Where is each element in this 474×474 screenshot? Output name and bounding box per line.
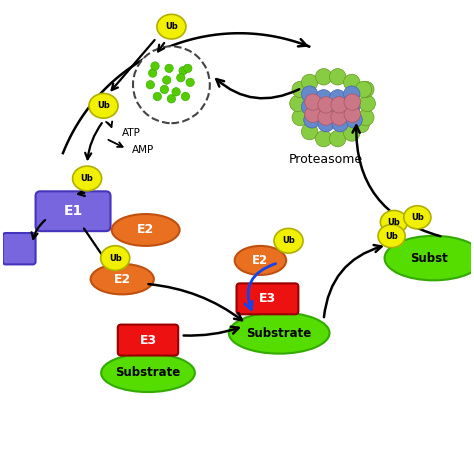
Text: Substrate: Substrate: [115, 366, 181, 379]
Circle shape: [301, 123, 318, 140]
Text: Ub: Ub: [385, 232, 398, 241]
Text: E3: E3: [139, 334, 156, 346]
Circle shape: [359, 95, 375, 112]
Circle shape: [133, 46, 210, 123]
Circle shape: [329, 90, 346, 106]
Circle shape: [160, 85, 169, 94]
Text: Ub: Ub: [411, 213, 424, 222]
Circle shape: [357, 81, 374, 98]
Circle shape: [305, 106, 321, 122]
Text: E2: E2: [114, 273, 131, 286]
Ellipse shape: [100, 246, 130, 271]
Circle shape: [292, 81, 309, 98]
Ellipse shape: [229, 312, 329, 354]
FancyBboxPatch shape: [237, 283, 298, 314]
Circle shape: [344, 125, 360, 141]
Circle shape: [344, 99, 360, 115]
Circle shape: [346, 112, 362, 128]
Ellipse shape: [274, 228, 303, 253]
FancyBboxPatch shape: [118, 325, 178, 356]
Circle shape: [344, 86, 360, 102]
Ellipse shape: [73, 166, 101, 191]
Text: AMP: AMP: [132, 146, 154, 155]
Text: E2: E2: [137, 223, 154, 237]
Circle shape: [153, 92, 162, 100]
Text: E2: E2: [252, 254, 268, 267]
Circle shape: [146, 81, 155, 89]
Ellipse shape: [380, 210, 408, 234]
Ellipse shape: [101, 354, 195, 392]
Text: Ub: Ub: [388, 218, 401, 227]
Circle shape: [179, 66, 187, 75]
Ellipse shape: [384, 236, 474, 280]
Text: Ub: Ub: [81, 174, 93, 183]
FancyBboxPatch shape: [36, 191, 110, 231]
Circle shape: [172, 88, 180, 96]
Circle shape: [167, 95, 176, 103]
Circle shape: [301, 99, 318, 115]
Ellipse shape: [404, 206, 431, 229]
Circle shape: [331, 97, 347, 113]
Circle shape: [316, 130, 332, 147]
Circle shape: [329, 69, 346, 85]
Ellipse shape: [157, 14, 186, 39]
Circle shape: [332, 116, 348, 132]
FancyBboxPatch shape: [3, 233, 36, 264]
Circle shape: [329, 102, 346, 118]
Ellipse shape: [112, 214, 180, 246]
Circle shape: [331, 109, 347, 125]
Text: E1: E1: [64, 204, 82, 218]
Circle shape: [316, 69, 332, 85]
Circle shape: [177, 73, 185, 82]
Circle shape: [318, 109, 334, 125]
Text: Subst: Subst: [410, 252, 448, 264]
Circle shape: [318, 97, 334, 113]
Circle shape: [344, 106, 360, 122]
Circle shape: [290, 95, 306, 112]
Ellipse shape: [91, 264, 154, 294]
Circle shape: [301, 86, 318, 102]
Ellipse shape: [89, 93, 118, 118]
Circle shape: [318, 116, 334, 132]
Circle shape: [151, 62, 159, 70]
Circle shape: [292, 109, 309, 126]
Text: Ub: Ub: [109, 254, 121, 263]
Text: Proteasome: Proteasome: [289, 153, 363, 166]
Circle shape: [163, 76, 171, 84]
Text: E3: E3: [259, 292, 276, 305]
Circle shape: [301, 74, 318, 91]
Circle shape: [305, 94, 321, 110]
Text: Ub: Ub: [165, 22, 178, 31]
Circle shape: [183, 64, 192, 73]
Circle shape: [148, 69, 157, 77]
Circle shape: [353, 117, 369, 133]
Circle shape: [344, 74, 360, 91]
Circle shape: [316, 90, 332, 106]
Text: Substrate: Substrate: [246, 327, 312, 339]
Text: Ub: Ub: [282, 236, 295, 245]
Circle shape: [344, 94, 360, 110]
Circle shape: [181, 92, 190, 100]
Ellipse shape: [235, 246, 286, 275]
Circle shape: [357, 109, 374, 126]
Circle shape: [186, 78, 194, 87]
Text: Ub: Ub: [97, 101, 110, 110]
Circle shape: [356, 81, 372, 98]
Circle shape: [165, 64, 173, 73]
Text: ATP: ATP: [122, 128, 141, 138]
Circle shape: [304, 112, 320, 128]
Ellipse shape: [378, 225, 405, 247]
Circle shape: [316, 102, 332, 118]
Circle shape: [329, 130, 346, 147]
